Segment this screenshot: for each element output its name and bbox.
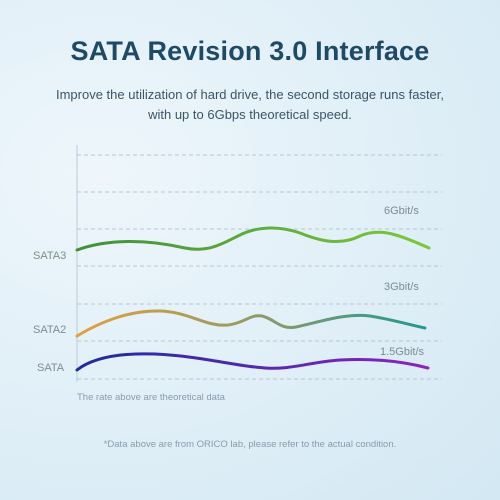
footer-note: *Data above are from ORICO lab, please r…: [103, 439, 397, 450]
series-line-sata: [75, 352, 430, 372]
series-line-sata3: [75, 226, 431, 252]
speed-label-6gbit: 6Gbit/s: [384, 205, 419, 217]
row-label-sata: SATA: [37, 362, 65, 374]
row-label-sata2: SATA2: [33, 324, 66, 336]
series-line-sata2: [75, 309, 427, 338]
speed-label-1-5gbit: 1.5Gbit/s: [380, 346, 425, 358]
page-title: SATA Revision 3.0 Interface: [70, 36, 430, 66]
chart-note: The rate above are theoretical data: [77, 392, 226, 403]
subtitle-line-2: with up to 6Gbps theoretical speed.: [148, 107, 352, 122]
speed-label-3gbit: 3Gbit/s: [384, 281, 419, 293]
row-label-sata3: SATA3: [33, 250, 66, 262]
subtitle-line-1: Improve the utilization of hard drive, t…: [55, 87, 445, 102]
page-subtitle: Improve the utilization of hard drive, t…: [0, 85, 500, 125]
